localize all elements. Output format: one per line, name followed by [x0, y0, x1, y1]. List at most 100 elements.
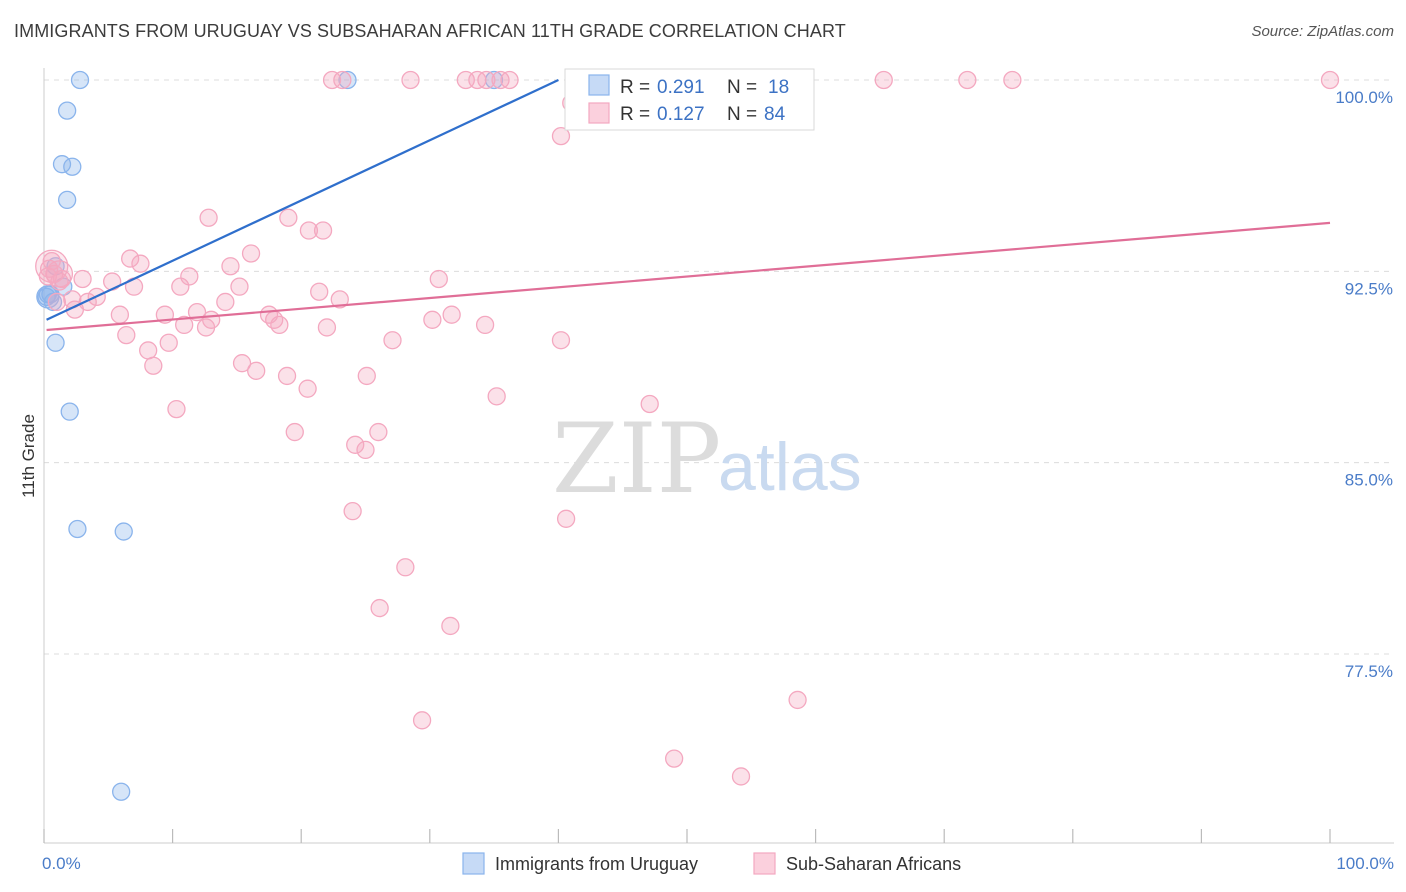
point-uruguay	[112, 782, 131, 801]
point-uruguay	[338, 70, 357, 90]
point-subsaharan	[330, 290, 349, 309]
point-subsaharan	[346, 435, 365, 454]
y-axis-label: 11th Grade	[19, 414, 38, 498]
point-subsaharan	[277, 366, 297, 386]
series-subsaharan-points	[35, 70, 1340, 786]
legend-r-label-uruguay: R =	[620, 77, 650, 98]
point-subsaharan	[958, 70, 977, 90]
legend-n-label-uruguay: N =	[727, 77, 757, 98]
legend-swatch-uruguay	[588, 74, 610, 96]
point-uruguay	[37, 287, 56, 306]
point-subsaharan	[144, 356, 163, 375]
point-subsaharan	[171, 277, 190, 296]
y-tick-label: 92.5%	[1345, 279, 1393, 298]
x-axis-ticks	[43, 829, 1331, 843]
point-subsaharan	[221, 257, 240, 276]
point-subsaharan	[396, 558, 415, 577]
point-subsaharan	[180, 267, 199, 286]
axes	[43, 68, 1394, 844]
legend-n-value-uruguay: 18	[768, 77, 789, 98]
point-uruguay	[46, 333, 65, 352]
legend-n-label-subsaharan: N =	[727, 104, 757, 125]
point-subsaharan	[370, 598, 389, 618]
point-subsaharan	[640, 394, 659, 414]
legend-r-value-subsaharan: 0.127	[657, 104, 705, 125]
point-subsaharan	[310, 282, 329, 301]
point-subsaharan	[167, 399, 186, 419]
point-subsaharan	[356, 440, 375, 460]
watermark: ZIP atlas	[552, 403, 862, 515]
point-uruguay	[114, 522, 133, 541]
point-subsaharan	[139, 341, 158, 360]
point-subsaharan	[117, 325, 136, 345]
point-subsaharan	[441, 616, 460, 636]
y-tick-label: 85.0%	[1345, 471, 1393, 490]
point-uruguay-large	[36, 285, 60, 309]
series-legend: Immigrants from Uruguay Sub-Saharan Afri…	[462, 852, 961, 875]
point-subsaharan	[731, 767, 751, 786]
point-subsaharan	[551, 126, 571, 146]
point-subsaharan	[247, 361, 266, 380]
point-subsaharan	[333, 70, 352, 90]
point-subsaharan	[500, 70, 519, 90]
point-uruguay	[57, 190, 77, 210]
point-subsaharan	[487, 387, 506, 406]
point-uruguay	[68, 519, 87, 539]
point-subsaharan	[664, 749, 684, 768]
point-subsaharan	[475, 315, 495, 335]
point-uruguay	[70, 70, 90, 90]
x-tick-label-max: 100.0%	[1336, 854, 1394, 873]
point-subsaharan-large	[35, 249, 69, 283]
point-subsaharan	[788, 690, 807, 710]
point-subsaharan	[298, 379, 317, 398]
legend-swatch-subsaharan	[588, 102, 610, 124]
bottom-legend-swatch-subsaharan	[753, 852, 776, 875]
point-subsaharan	[556, 509, 576, 528]
legend-r-value-uruguay: 0.291	[657, 77, 705, 98]
chart-title: IMMIGRANTS FROM URUGUAY VS SUBSAHARAN AF…	[14, 21, 846, 41]
point-subsaharan	[874, 70, 893, 90]
watermark-zip: ZIP	[552, 403, 721, 515]
point-subsaharan	[383, 331, 402, 350]
series-uruguay-points	[36, 70, 504, 801]
source-label: Source: ZipAtlas.com	[1251, 23, 1394, 40]
watermark-atlas: atlas	[718, 429, 862, 505]
point-uruguay	[60, 402, 79, 421]
trend-line-uruguay	[46, 79, 559, 321]
point-subsaharan	[1003, 70, 1022, 90]
point-subsaharan	[270, 315, 289, 335]
point-subsaharan	[196, 318, 216, 337]
point-subsaharan-large	[45, 260, 74, 288]
point-subsaharan	[110, 305, 130, 324]
point-subsaharan	[343, 501, 362, 521]
legend-r-label-subsaharan: R =	[620, 104, 650, 125]
point-subsaharan	[401, 70, 420, 90]
point-uruguay	[63, 157, 82, 176]
legend-n-value-subsaharan: 84	[764, 104, 786, 125]
point-subsaharan	[232, 354, 252, 373]
trend-lines	[46, 79, 1331, 332]
point-subsaharan	[131, 254, 150, 273]
point-subsaharan	[216, 292, 235, 312]
point-subsaharan	[317, 318, 337, 337]
bottom-legend-label-uruguay: Immigrants from Uruguay	[495, 854, 698, 874]
bottom-legend-swatch-uruguay	[462, 852, 485, 875]
point-subsaharan	[357, 366, 376, 386]
point-subsaharan	[299, 221, 319, 240]
point-subsaharan	[121, 249, 140, 268]
point-subsaharan	[230, 277, 249, 296]
point-subsaharan	[73, 269, 92, 289]
point-subsaharan	[279, 208, 298, 227]
point-subsaharan	[429, 269, 448, 289]
point-subsaharan	[322, 70, 342, 90]
point-subsaharan	[423, 310, 442, 329]
point-subsaharan	[477, 70, 496, 90]
point-subsaharan	[285, 422, 304, 442]
point-subsaharan	[442, 305, 461, 324]
bottom-legend-label-subsaharan: Sub-Saharan Africans	[786, 854, 961, 874]
point-subsaharan	[551, 331, 571, 350]
point-subsaharan	[241, 244, 261, 263]
trend-line-subsaharan	[46, 221, 1331, 332]
correlation-legend: R = 0.291 N = 18 R = 0.127 N = 84	[564, 68, 815, 131]
